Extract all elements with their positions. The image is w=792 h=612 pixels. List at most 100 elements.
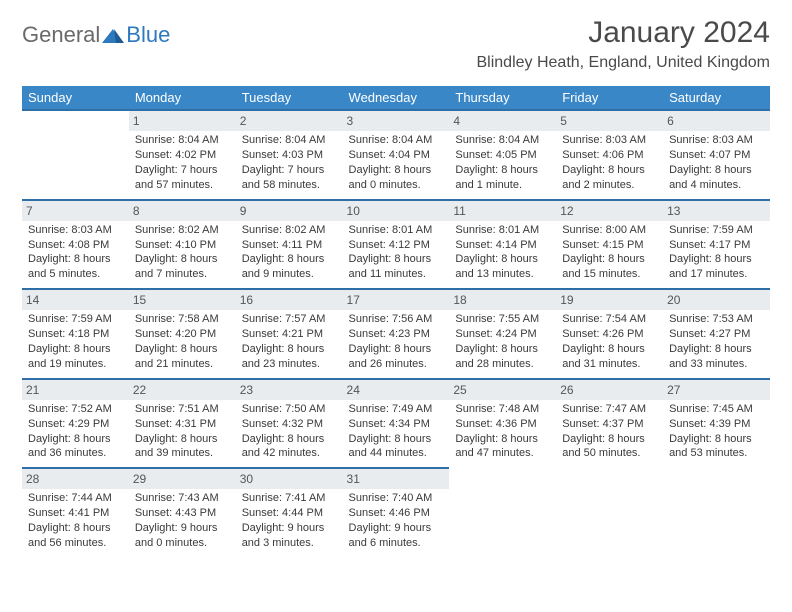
- daylight-text: Daylight: 8 hours: [455, 252, 550, 267]
- sunrise-text: Sunrise: 8:03 AM: [562, 133, 657, 148]
- day-number: 3: [343, 111, 450, 131]
- sunrise-text: Sunrise: 7:49 AM: [349, 402, 444, 417]
- sunset-text: Sunset: 4:11 PM: [242, 238, 337, 253]
- daylight-text: and 15 minutes.: [562, 267, 657, 282]
- calendar-day-cell: 2Sunrise: 8:04 AMSunset: 4:03 PMDaylight…: [236, 110, 343, 200]
- sunrise-text: Sunrise: 7:40 AM: [349, 491, 444, 506]
- sunset-text: Sunset: 4:10 PM: [135, 238, 230, 253]
- day-number: 1: [129, 111, 236, 131]
- day-number: 20: [663, 290, 770, 310]
- day-header: Tuesday: [236, 86, 343, 110]
- sunset-text: Sunset: 4:05 PM: [455, 148, 550, 163]
- daylight-text: and 39 minutes.: [135, 446, 230, 461]
- title-block: January 2024 Blindley Heath, England, Un…: [476, 16, 770, 72]
- daylight-text: Daylight: 8 hours: [562, 163, 657, 178]
- daylight-text: and 57 minutes.: [135, 178, 230, 193]
- daylight-text: and 0 minutes.: [349, 178, 444, 193]
- sunset-text: Sunset: 4:24 PM: [455, 327, 550, 342]
- daylight-text: and 9 minutes.: [242, 267, 337, 282]
- day-number: 14: [22, 290, 129, 310]
- daylight-text: Daylight: 8 hours: [349, 163, 444, 178]
- calendar-empty-cell: [556, 468, 663, 557]
- calendar-day-cell: 27Sunrise: 7:45 AMSunset: 4:39 PMDayligh…: [663, 379, 770, 469]
- daylight-text: and 56 minutes.: [28, 536, 123, 551]
- sunset-text: Sunset: 4:29 PM: [28, 417, 123, 432]
- sunrise-text: Sunrise: 7:43 AM: [135, 491, 230, 506]
- daylight-text: and 17 minutes.: [669, 267, 764, 282]
- daylight-text: and 4 minutes.: [669, 178, 764, 193]
- sunrise-text: Sunrise: 7:44 AM: [28, 491, 123, 506]
- day-number: 27: [663, 380, 770, 400]
- calendar-day-cell: 19Sunrise: 7:54 AMSunset: 4:26 PMDayligh…: [556, 289, 663, 379]
- day-number: 28: [22, 469, 129, 489]
- calendar-day-cell: 17Sunrise: 7:56 AMSunset: 4:23 PMDayligh…: [343, 289, 450, 379]
- day-header-row: Sunday Monday Tuesday Wednesday Thursday…: [22, 86, 770, 110]
- sunset-text: Sunset: 4:07 PM: [669, 148, 764, 163]
- sunrise-text: Sunrise: 7:47 AM: [562, 402, 657, 417]
- daylight-text: Daylight: 8 hours: [455, 163, 550, 178]
- day-header: Saturday: [663, 86, 770, 110]
- sunrise-text: Sunrise: 8:01 AM: [455, 223, 550, 238]
- sunset-text: Sunset: 4:34 PM: [349, 417, 444, 432]
- daylight-text: and 44 minutes.: [349, 446, 444, 461]
- daylight-text: Daylight: 8 hours: [28, 342, 123, 357]
- daylight-text: Daylight: 8 hours: [28, 252, 123, 267]
- calendar-empty-cell: [449, 468, 556, 557]
- sunset-text: Sunset: 4:46 PM: [349, 506, 444, 521]
- calendar-week-row: 28 Sunrise: 7:44 AMSunset: 4:41 PM Dayligh…: [22, 468, 770, 557]
- day-header: Friday: [556, 86, 663, 110]
- sunset-text: Sunset: 4:15 PM: [562, 238, 657, 253]
- calendar-day-cell: 5Sunrise: 8:03 AMSunset: 4:06 PMDaylight…: [556, 110, 663, 200]
- sunrise-text: Sunrise: 8:03 AM: [669, 133, 764, 148]
- day-number: 4: [449, 111, 556, 131]
- sunrise-text: Sunrise: 7:41 AM: [242, 491, 337, 506]
- sunrise-text: Sunrise: 8:00 AM: [562, 223, 657, 238]
- day-number: 16: [236, 290, 343, 310]
- sunrise-text: Sunrise: 8:03 AM: [28, 223, 123, 238]
- sunrise-text: Sunrise: 7:55 AM: [455, 312, 550, 327]
- calendar-day-cell: 25Sunrise: 7:48 AMSunset: 4:36 PMDayligh…: [449, 379, 556, 469]
- calendar-day-cell: 12Sunrise: 8:00 AMSunset: 4:15 PMDayligh…: [556, 200, 663, 290]
- sunrise-text: Sunrise: 7:54 AM: [562, 312, 657, 327]
- daylight-text: Daylight: 8 hours: [28, 432, 123, 447]
- sunset-text: Sunset: 4:12 PM: [349, 238, 444, 253]
- sunset-text: Sunset: 4:03 PM: [242, 148, 337, 163]
- daylight-text: Daylight: 8 hours: [669, 432, 764, 447]
- sunrise-text: Sunrise: 7:45 AM: [669, 402, 764, 417]
- calendar-day-cell: 4Sunrise: 8:04 AMSunset: 4:05 PMDaylight…: [449, 110, 556, 200]
- daylight-text: Daylight: 8 hours: [242, 342, 337, 357]
- sunrise-text: Sunrise: 7:56 AM: [349, 312, 444, 327]
- daylight-text: Daylight: 9 hours: [135, 521, 230, 536]
- daylight-text: Daylight: 8 hours: [669, 252, 764, 267]
- sunrise-text: Sunrise: 8:02 AM: [135, 223, 230, 238]
- calendar-empty-cell: [22, 110, 129, 200]
- daylight-text: and 36 minutes.: [28, 446, 123, 461]
- logo: General Blue: [22, 16, 170, 48]
- calendar-day-cell: 20Sunrise: 7:53 AMSunset: 4:27 PMDayligh…: [663, 289, 770, 379]
- day-number: 18: [449, 290, 556, 310]
- calendar-week-row: 14Sunrise: 7:59 AMSunset: 4:18 PMDayligh…: [22, 289, 770, 379]
- sunset-text: Sunset: 4:44 PM: [242, 506, 337, 521]
- calendar-day-cell: 26Sunrise: 7:47 AMSunset: 4:37 PMDayligh…: [556, 379, 663, 469]
- location: Blindley Heath, England, United Kingdom: [476, 54, 770, 72]
- sunrise-text: Sunrise: 7:51 AM: [135, 402, 230, 417]
- daylight-text: Daylight: 8 hours: [562, 432, 657, 447]
- sunrise-text: Sunrise: 8:04 AM: [135, 133, 230, 148]
- sunrise-text: Sunrise: 7:52 AM: [28, 402, 123, 417]
- calendar-day-cell: 8Sunrise: 8:02 AMSunset: 4:10 PMDaylight…: [129, 200, 236, 290]
- day-number: 2: [236, 111, 343, 131]
- day-number: 9: [236, 201, 343, 221]
- calendar-week-row: 21Sunrise: 7:52 AMSunset: 4:29 PMDayligh…: [22, 379, 770, 469]
- daylight-text: and 5 minutes.: [28, 267, 123, 282]
- day-number: 12: [556, 201, 663, 221]
- day-number: 8: [129, 201, 236, 221]
- sunset-text: Sunset: 4:18 PM: [28, 327, 123, 342]
- calendar-day-cell: 16Sunrise: 7:57 AMSunset: 4:21 PMDayligh…: [236, 289, 343, 379]
- sunrise-text: Sunrise: 7:50 AM: [242, 402, 337, 417]
- sunset-text: Sunset: 4:02 PM: [135, 148, 230, 163]
- calendar-day-cell: 31Sunrise: 7:40 AMSunset: 4:46 PMDayligh…: [343, 468, 450, 557]
- calendar-day-cell: 24Sunrise: 7:49 AMSunset: 4:34 PMDayligh…: [343, 379, 450, 469]
- sunset-text: Sunset: 4:41 PM: [28, 506, 123, 521]
- logo-text-general: General: [22, 22, 100, 48]
- daylight-text: Daylight: 8 hours: [135, 342, 230, 357]
